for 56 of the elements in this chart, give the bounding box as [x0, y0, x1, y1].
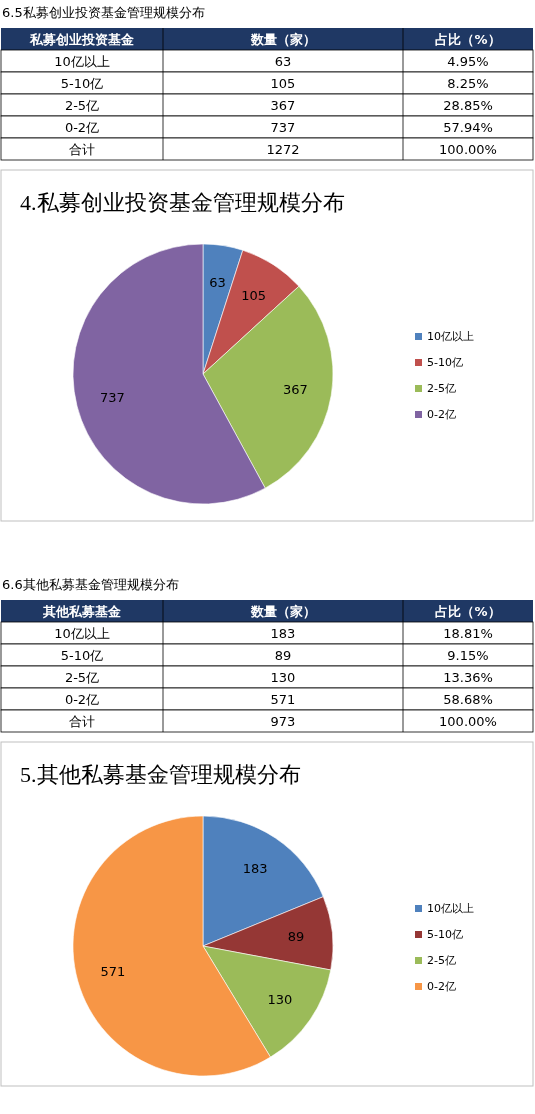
text: 私募创业投资基金: [29, 32, 135, 47]
data-label: 57.94%: [443, 120, 493, 135]
legend-label: 2-5亿: [427, 954, 456, 967]
text: 占比（%）: [435, 604, 501, 619]
legend-label: 5-10亿: [427, 928, 463, 941]
data-label: 8.25%: [447, 76, 489, 91]
data-label: 183: [270, 626, 296, 641]
data-label: 100.00%: [439, 142, 497, 157]
data-label: 18.81%: [443, 626, 493, 641]
data-label: 571: [100, 964, 126, 980]
text: 6.5私募创业投资基金管理规模分布: [2, 5, 205, 20]
category-label: 合计: [69, 714, 95, 729]
text: 6.6其他私募基金管理规模分布: [2, 577, 179, 592]
data-label: 367: [282, 382, 308, 398]
data-label: 973: [270, 714, 296, 729]
data-label: 367: [270, 98, 296, 113]
category-label: 5-10亿: [60, 648, 104, 663]
data-label: 28.85%: [443, 98, 493, 113]
category-label: 5-10亿: [60, 76, 104, 91]
data-label: 9.15%: [447, 648, 489, 663]
legend-label: 2-5亿: [427, 382, 456, 395]
data-label: 63: [274, 54, 292, 69]
series-label: 数量（家）: [249, 32, 316, 47]
category-label: 0-2亿: [64, 692, 100, 707]
legend-label: 10亿以上: [427, 902, 474, 915]
category-label: 10亿以上: [54, 626, 110, 641]
data-label: 4.95%: [447, 54, 489, 69]
legend-label: 0-2亿: [427, 408, 456, 421]
data-label: 737: [270, 120, 296, 135]
category-label: 2-5亿: [64, 98, 100, 113]
data-label: 183: [242, 861, 268, 877]
legend-label: 5-10亿: [427, 356, 463, 369]
legend-label: 0-2亿: [427, 980, 456, 993]
data-label: 130: [267, 992, 293, 1008]
category-label: 0-2亿: [64, 120, 100, 135]
data-label: 737: [99, 390, 125, 406]
data-label: 130: [270, 670, 296, 685]
category-label: 合计: [69, 142, 95, 157]
data-label: 58.68%: [443, 692, 493, 707]
data-label: 63: [209, 274, 226, 290]
legend-label: 10亿以上: [427, 330, 474, 343]
text: 其他私募基金: [42, 604, 122, 619]
data-label: 13.36%: [443, 670, 493, 685]
data-label: 89: [287, 929, 305, 945]
data-label: 571: [270, 692, 296, 707]
text: 占比（%）: [435, 32, 501, 47]
data-label: 105: [241, 288, 266, 304]
series-label: 数量（家）: [249, 604, 316, 619]
category-label: 2-5亿: [64, 670, 100, 685]
data-label: 89: [274, 648, 292, 663]
chart-title: 4.私募创业投资基金管理规模分布: [20, 190, 345, 215]
data-label: 105: [270, 76, 296, 91]
chart-title: 5.其他私募基金管理规模分布: [20, 762, 301, 787]
data-label: 1272: [266, 142, 300, 157]
data-label: 100.00%: [439, 714, 497, 729]
category-label: 10亿以上: [54, 54, 110, 69]
